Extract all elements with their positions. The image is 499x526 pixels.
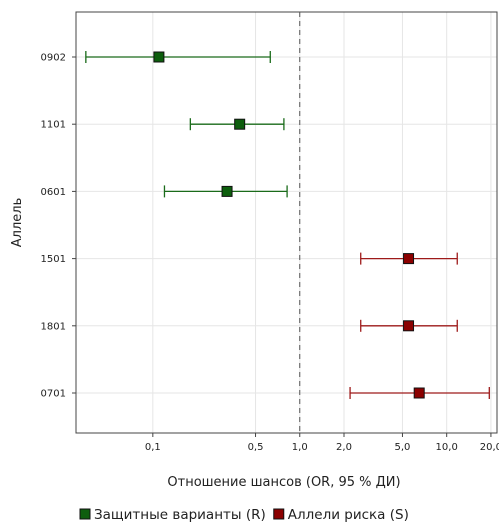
plot-frame <box>76 12 497 433</box>
legend-swatch <box>274 509 284 519</box>
x-tick-label: 2,0 <box>336 442 352 453</box>
y-tick-label: 1801 <box>41 321 66 332</box>
forest-point-0601 <box>164 185 287 197</box>
legend: Защитные варианты (R) Аллели риска (S) <box>80 507 409 523</box>
or-marker <box>154 52 164 62</box>
y-tick-label: 1101 <box>41 120 66 131</box>
forest-point-1101 <box>190 118 284 130</box>
or-marker <box>222 186 232 196</box>
x-tick-label: 10,0 <box>436 442 458 453</box>
y-tick-label: 0701 <box>41 389 66 400</box>
y-tick-labels: 0902 1101 0601 1501 1801 0701 <box>41 53 76 400</box>
forest-point-0701 <box>350 387 489 399</box>
x-tick-labels: 0,1 0,5 1,0 2,0 5,0 10,0 20,0 <box>145 433 499 453</box>
x-tick-label: 1,0 <box>292 442 308 453</box>
y-tick-label: 0601 <box>41 187 66 198</box>
y-axis-label: Аллель <box>10 198 25 247</box>
or-marker <box>404 254 414 264</box>
or-marker <box>235 119 245 129</box>
x-tick-label: 0,1 <box>145 442 161 453</box>
x-tick-label: 20,0 <box>480 442 499 453</box>
legend-swatch <box>80 509 90 519</box>
forest-point-1801 <box>361 320 458 332</box>
forest-point-0902 <box>86 51 270 63</box>
x-tick-label: 5,0 <box>395 442 411 453</box>
grid-layer <box>76 12 497 433</box>
x-axis-label: Отношение шансов (OR, 95 % ДИ) <box>167 475 400 490</box>
y-tick-label: 1501 <box>41 254 66 265</box>
data-marks <box>86 51 489 399</box>
y-tick-label: 0902 <box>41 53 66 64</box>
legend-label: Аллели риска (S) <box>288 507 409 523</box>
forest-point-1501 <box>361 253 458 265</box>
or-marker <box>414 388 424 398</box>
or-marker <box>404 321 414 331</box>
x-tick-label: 0,5 <box>248 442 264 453</box>
legend-label: Защитные варианты (R) <box>94 507 266 523</box>
